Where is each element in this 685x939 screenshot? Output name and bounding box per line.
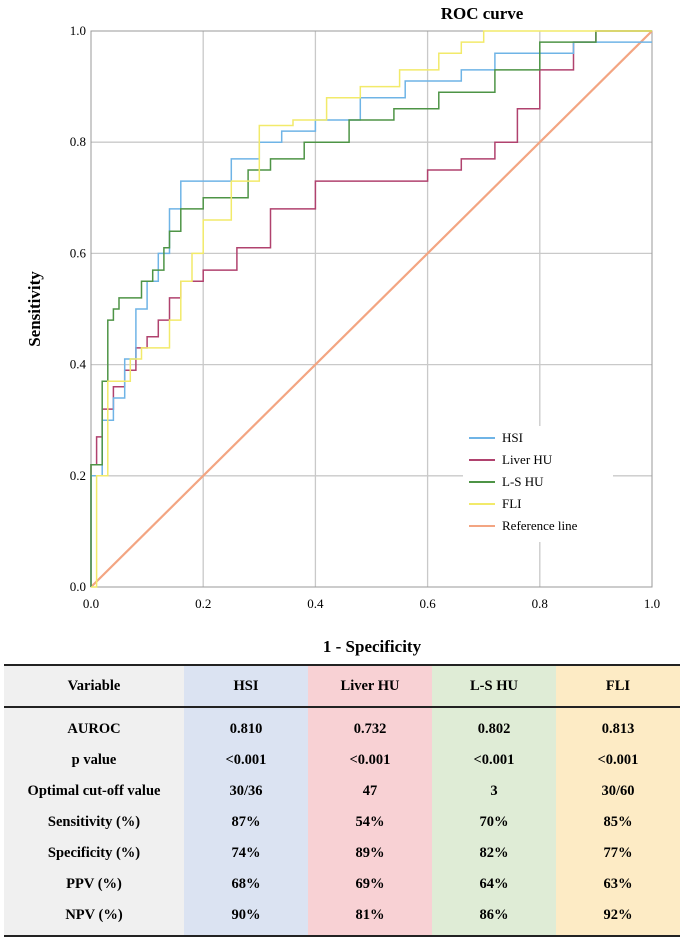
table-cell: <0.001 — [432, 745, 556, 776]
table-cell: 74% — [184, 838, 308, 869]
table-cell: 68% — [184, 869, 308, 900]
legend: HSI Liver HU L-S HU FLI Reference line — [463, 426, 613, 542]
table-header-fli: FLI — [556, 664, 680, 708]
table-cell: 89% — [308, 838, 432, 869]
table-cell: 90% — [184, 900, 308, 937]
x-tick-label: 0.4 — [307, 596, 324, 611]
roc-chart: 0.0 0.2 0.4 0.6 0.8 1.0 0.0 0.2 0.4 0.6 0.8 1.0 ROC… — [25, 4, 660, 656]
table-cell: 30/36 — [184, 776, 308, 807]
y-tick-label: 0.0 — [70, 579, 86, 594]
table-header-l-s-hu: L-S HU — [432, 664, 556, 708]
table-cell: 92% — [556, 900, 680, 937]
row-label: AUROC — [4, 707, 184, 745]
row-label: Sensitivity (%) — [4, 807, 184, 838]
row-label: p value — [4, 745, 184, 776]
series-lines — [90, 30, 653, 588]
series-line-fli — [91, 30, 652, 588]
y-tick-label: 0.6 — [70, 245, 87, 260]
table-cell: 63% — [556, 869, 680, 900]
table-cell: 0.813 — [556, 707, 680, 745]
table-cell: 0.732 — [308, 707, 432, 745]
table-cell: 30/60 — [556, 776, 680, 807]
row-label: Specificity (%) — [4, 838, 184, 869]
series-line-reference-line — [90, 30, 653, 588]
table-cell: <0.001 — [556, 745, 680, 776]
table-cell: 82% — [432, 838, 556, 869]
chart-title: ROC curve — [441, 4, 524, 23]
legend-label-fli: FLI — [502, 496, 522, 511]
y-tick-label: 0.2 — [70, 468, 86, 483]
table-row: AUROC 0.810 0.732 0.802 0.813 — [4, 707, 680, 745]
x-tick-label: 0.6 — [419, 596, 436, 611]
table-cell: 77% — [556, 838, 680, 869]
table-header-row: Variable HSI Liver HU L-S HU FLI — [4, 664, 680, 708]
y-axis-label: Sensitivity — [25, 271, 44, 347]
legend-label-reference-line: Reference line — [502, 518, 578, 533]
series-line-liver-hu — [90, 30, 652, 587]
y-tick-label: 1.0 — [70, 23, 86, 38]
x-axis-label: 1 - Specificity — [323, 637, 422, 656]
y-tick-label: 0.8 — [70, 134, 86, 149]
series-line-hsi — [90, 41, 652, 587]
row-label: NPV (%) — [4, 900, 184, 937]
table-cell: 0.802 — [432, 707, 556, 745]
x-tick-label: 0.8 — [532, 596, 548, 611]
table-cell: 70% — [432, 807, 556, 838]
table-row: NPV (%) 90% 81% 86% 92% — [4, 900, 680, 937]
table-cell: 81% — [308, 900, 432, 937]
table-cell: 3 — [432, 776, 556, 807]
table-cell: 47 — [308, 776, 432, 807]
table-header-liver-hu: Liver HU — [308, 664, 432, 708]
table-row: PPV (%) 68% 69% 64% 63% — [4, 869, 680, 900]
table-cell: 64% — [432, 869, 556, 900]
table-cell: 86% — [432, 900, 556, 937]
table-row: Specificity (%) 74% 89% 82% 77% — [4, 838, 680, 869]
legend-box — [463, 426, 613, 542]
legend-label-liver-hu: Liver HU — [502, 452, 553, 467]
tick-labels: 0.0 0.2 0.4 0.6 0.8 1.0 0.0 0.2 0.4 0.6 0.8 1.0 — [70, 23, 660, 611]
row-label: Optimal cut-off value — [4, 776, 184, 807]
table-row: Optimal cut-off value 30/36 47 3 30/60 — [4, 776, 680, 807]
table-row: p value <0.001 <0.001 <0.001 <0.001 — [4, 745, 680, 776]
legend-label-hsi: HSI — [502, 430, 523, 445]
x-tick-label: 0.2 — [195, 596, 211, 611]
legend-label-l-s-hu: L-S HU — [502, 474, 544, 489]
x-tick-label: 1.0 — [644, 596, 660, 611]
table-cell: 85% — [556, 807, 680, 838]
row-label: PPV (%) — [4, 869, 184, 900]
table-header-hsi: HSI — [184, 664, 308, 708]
plot-area-border — [90, 30, 653, 588]
table-cell: 54% — [308, 807, 432, 838]
table-cell: <0.001 — [308, 745, 432, 776]
stats-table: Variable HSI Liver HU L-S HU FLI AUROC 0.810 0… — [4, 664, 680, 937]
x-tick-label: 0.0 — [83, 596, 99, 611]
table-cell: <0.001 — [184, 745, 308, 776]
y-tick-label: 0.4 — [70, 357, 87, 372]
table-header-variable: Variable — [4, 664, 184, 708]
table-cell: 69% — [308, 869, 432, 900]
table-cell: 87% — [184, 807, 308, 838]
table-cell: 0.810 — [184, 707, 308, 745]
series-line-l-s-hu — [90, 30, 652, 587]
table-row: Sensitivity (%) 87% 54% 70% 85% — [4, 807, 680, 838]
